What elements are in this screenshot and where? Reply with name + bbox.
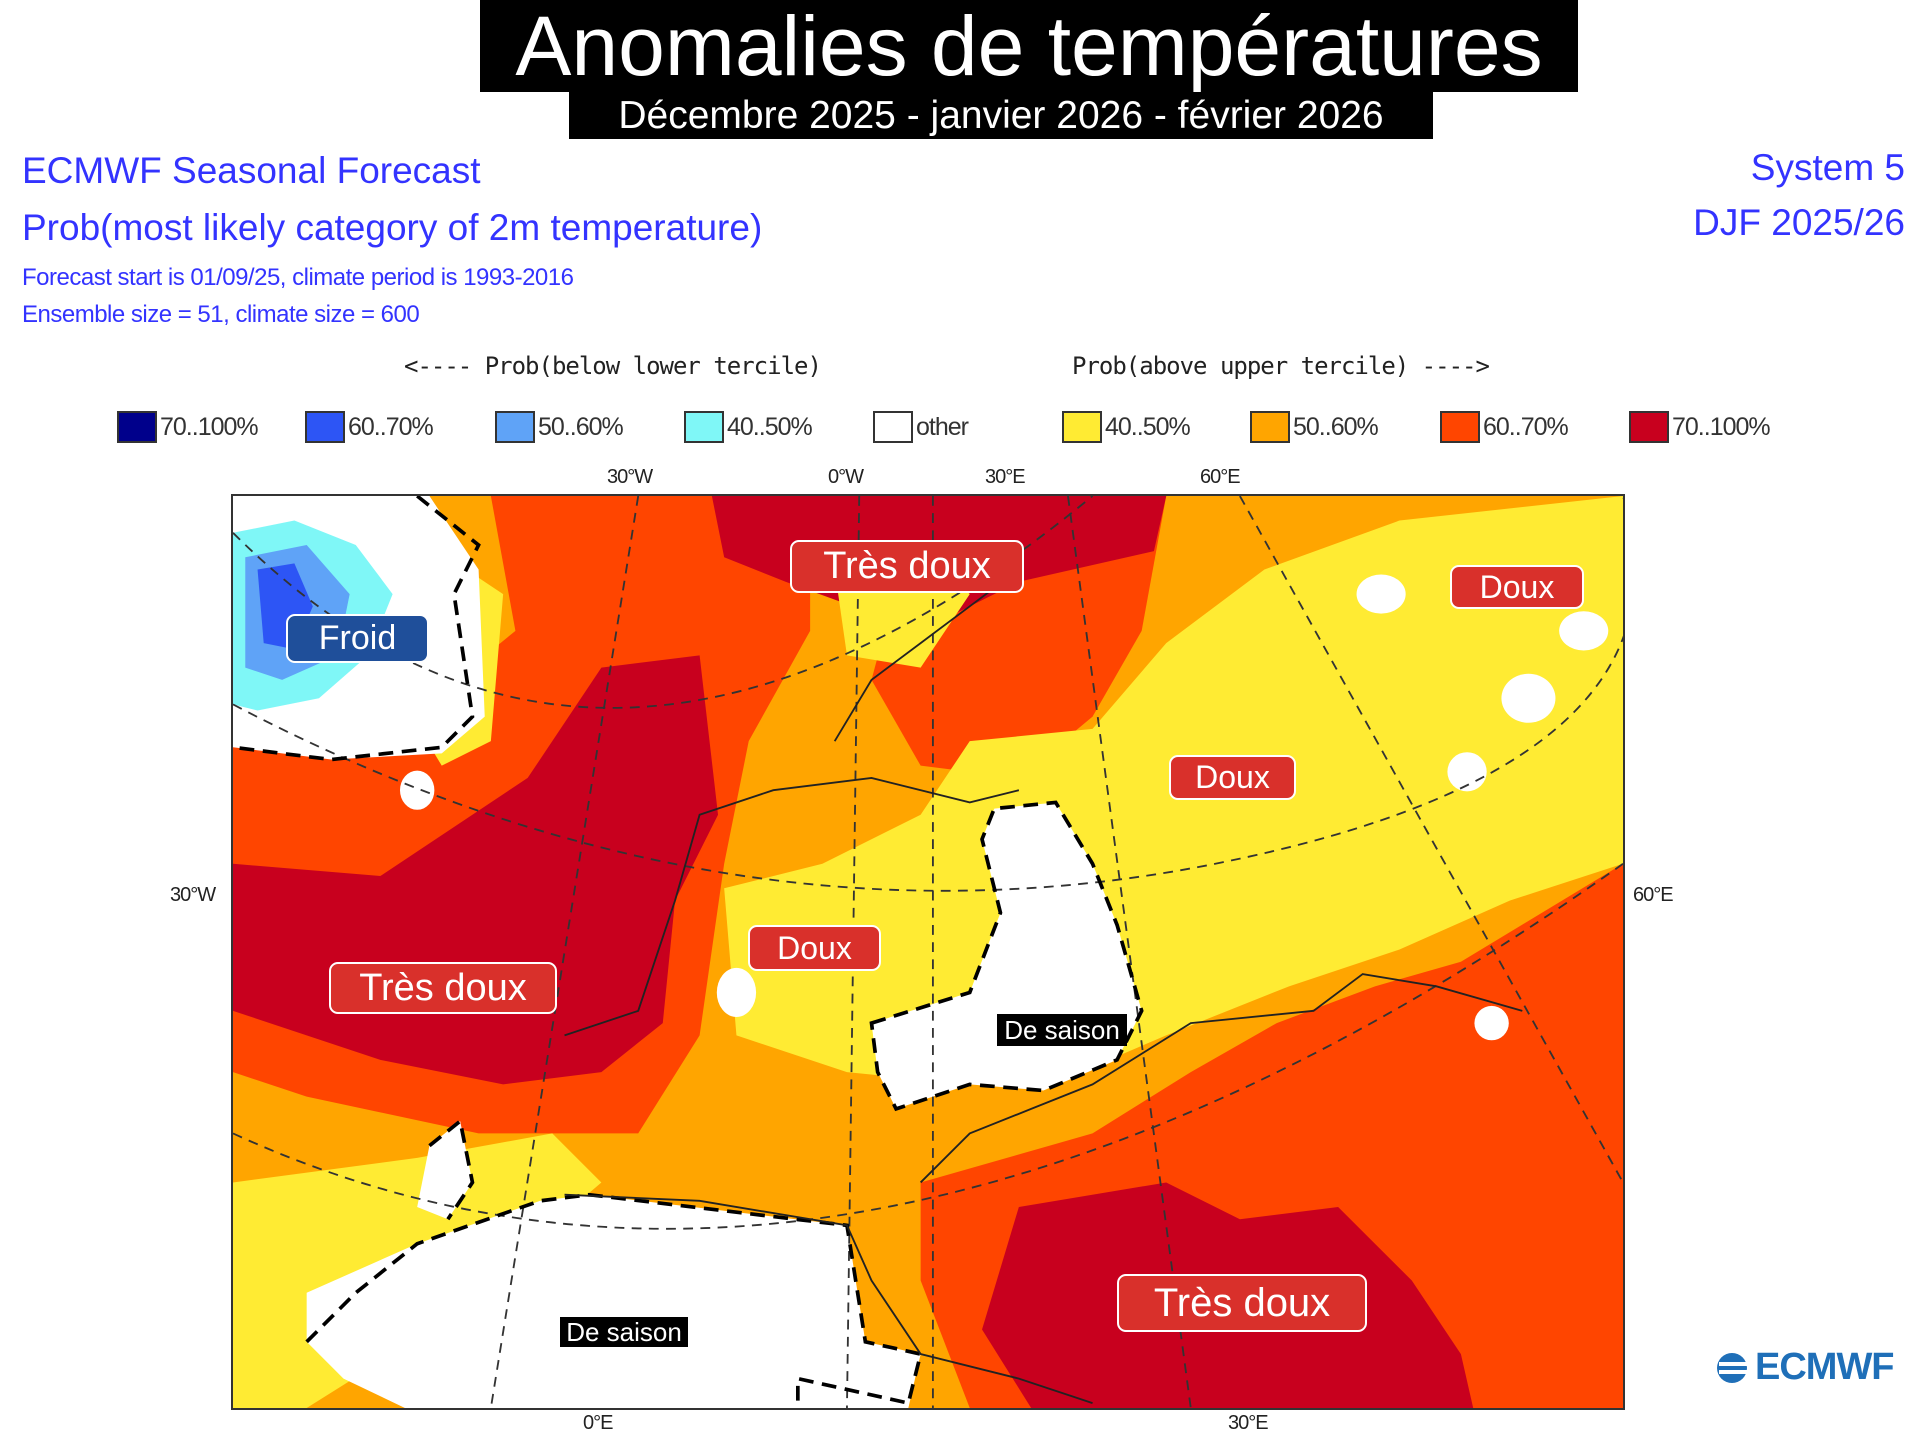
label-de-saison-south: De saison xyxy=(560,1317,688,1347)
region-other xyxy=(1474,1005,1509,1041)
legend-item: 70..100% xyxy=(117,410,259,444)
lon-label-top: 30°W xyxy=(607,466,653,488)
lon-label-top: 30°E xyxy=(985,466,1026,488)
legend-item: 50..60% xyxy=(1250,410,1379,444)
system-version: System 5 xyxy=(1750,147,1905,188)
legend-item: other xyxy=(873,410,969,444)
ecmwf-logo: ECMWF xyxy=(1715,1346,1895,1389)
legend-label: 70..100% xyxy=(160,412,259,441)
lon-label-top: 0°W xyxy=(828,466,864,488)
legend-label: other xyxy=(916,412,969,441)
season-label: DJF 2025/26 xyxy=(1693,202,1905,243)
legend-swatch xyxy=(305,411,345,443)
legend-swatch xyxy=(1250,411,1290,443)
coastlines xyxy=(564,568,1523,1404)
legend-item: 60..70% xyxy=(1440,410,1569,444)
label-tres-doux-west: Très doux xyxy=(329,962,557,1014)
legend-swatch xyxy=(495,411,535,443)
label-froid: Froid xyxy=(286,614,429,663)
legend-item: 60..70% xyxy=(305,410,434,444)
map-canvas xyxy=(233,496,1623,1408)
legend-label: 70..100% xyxy=(1672,412,1771,441)
legend-swatch xyxy=(1629,411,1669,443)
label-tres-doux-southeast: Très doux xyxy=(1117,1274,1367,1332)
region-other xyxy=(1559,611,1609,651)
lat-label-left: 30°W xyxy=(170,884,216,906)
lat-label-right: 60°E xyxy=(1633,884,1674,906)
legend-item: 50..60% xyxy=(495,410,624,444)
legend-label: 50..60% xyxy=(538,412,624,441)
label-de-saison-center: De saison xyxy=(997,1014,1127,1046)
legend-item: 40..50% xyxy=(684,410,813,444)
lon-label-top: 60°E xyxy=(1200,466,1241,488)
forecast-start: Forecast start is 01/09/25, climate peri… xyxy=(22,264,574,291)
region-other xyxy=(1447,752,1487,792)
region-other xyxy=(399,770,435,810)
legend-label: 40..50% xyxy=(727,412,813,441)
region-other xyxy=(1356,574,1406,614)
legend-swatch xyxy=(684,411,724,443)
legend-swatch xyxy=(1062,411,1102,443)
ensemble-size: Ensemble size = 51, climate size = 600 xyxy=(22,301,420,328)
page-title: Anomalies de températures xyxy=(480,0,1578,92)
ecmwf-logo-text: ECMWF xyxy=(1755,1346,1895,1388)
legend-label: 40..50% xyxy=(1105,412,1191,441)
legend-label: 60..70% xyxy=(348,412,434,441)
region-other xyxy=(306,1194,921,1408)
label-tres-doux-north: Très doux xyxy=(790,540,1024,593)
legend-item: 40..50% xyxy=(1062,410,1191,444)
legend-below-header: <---- Prob(below lower tercile) xyxy=(404,352,822,380)
forecast-product: Prob(most likely category of 2m temperat… xyxy=(22,207,763,248)
legend-swatch xyxy=(1440,411,1480,443)
ecmwf-logo-icon xyxy=(1717,1352,1751,1383)
legend-label: 60..70% xyxy=(1483,412,1569,441)
label-doux-east: Doux xyxy=(1169,755,1296,800)
lon-label-bottom: 30°E xyxy=(1228,1412,1269,1434)
label-doux-center: Doux xyxy=(748,925,881,971)
temperature-anomaly-map: Froid Très doux Doux Doux Doux Très doux… xyxy=(231,494,1625,1410)
region-other xyxy=(716,967,757,1017)
label-doux-northeast: Doux xyxy=(1450,565,1584,609)
legend-label: 50..60% xyxy=(1293,412,1379,441)
lon-label-bottom: 0°E xyxy=(583,1412,613,1434)
legend-swatch xyxy=(117,411,157,443)
region-other xyxy=(1501,673,1556,723)
legend-above-header: Prob(above upper tercile) ----> xyxy=(1072,352,1490,380)
legend-item: 70..100% xyxy=(1629,410,1771,444)
legend-swatch xyxy=(873,411,913,443)
forecast-source: ECMWF Seasonal Forecast xyxy=(22,150,481,191)
page-subtitle: Décembre 2025 - janvier 2026 - février 2… xyxy=(569,92,1433,139)
